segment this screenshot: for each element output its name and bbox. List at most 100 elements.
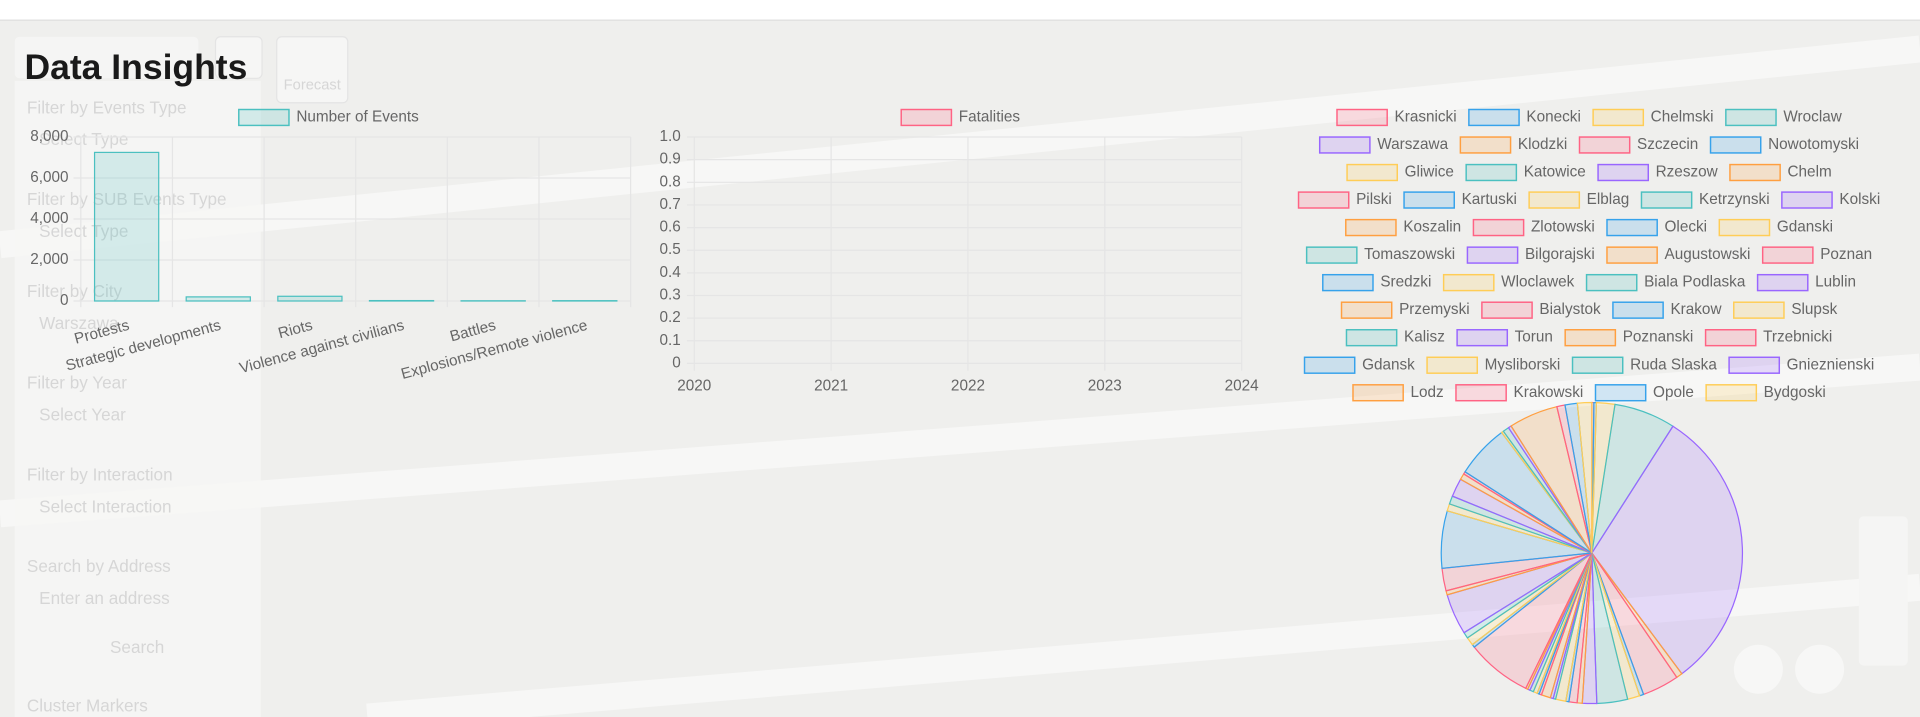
legend-swatch: [1612, 301, 1664, 319]
search-button[interactable]: Search: [110, 637, 164, 657]
toggle-button[interactable]: [214, 36, 263, 79]
legend-swatch: [1468, 108, 1520, 127]
legend-swatch: [1578, 136, 1631, 154]
legend-label-swatch: [900, 108, 953, 127]
map-controls[interactable]: [1858, 516, 1908, 666]
x-tick-label: 2020: [677, 378, 711, 395]
legend-swatch: [1456, 329, 1509, 347]
legend-swatch: [1340, 301, 1393, 319]
legend-label: Zlotowski: [1531, 219, 1595, 236]
y-tick-label: 2,000: [30, 251, 68, 268]
bar: [277, 295, 343, 302]
legend-label: Klodzki: [1518, 136, 1567, 153]
x-tick-label: 2024: [1225, 378, 1260, 395]
legend-label: Pilski: [1356, 191, 1392, 208]
forecast-button[interactable]: [276, 36, 349, 104]
legend-label: Szczecin: [1637, 136, 1698, 153]
legend-swatch: [1528, 191, 1581, 209]
legend-label: Gdansk: [1362, 356, 1415, 373]
legend-swatch: [1465, 163, 1518, 182]
y-tick-label: 0.3: [660, 287, 681, 304]
filter-input[interactable]: Select Type: [39, 129, 128, 149]
legend-label: Lublin: [1815, 274, 1856, 291]
legend-swatch: [1606, 246, 1658, 264]
legend-swatch: [1781, 191, 1833, 209]
legend-swatch: [1336, 108, 1388, 127]
legend-swatch: [1756, 273, 1809, 292]
legend-label: Slupsk: [1791, 301, 1837, 318]
legend-label: Chelm: [1787, 164, 1831, 181]
legend-label: Olecki: [1665, 219, 1708, 236]
legend-label: Trzebnicki: [1763, 329, 1832, 346]
filter-input[interactable]: Select Type: [39, 221, 128, 241]
legend-label: Gnieznienski: [1787, 356, 1875, 373]
legend-swatch: [1725, 108, 1777, 127]
legend-swatch: [1459, 136, 1512, 154]
legend-swatch: [1426, 356, 1478, 374]
forecast-label[interactable]: Forecast: [284, 78, 341, 94]
sidebar-header: [14, 36, 199, 79]
pie-slice: [1591, 425, 1744, 675]
legend-swatch: [1297, 191, 1350, 209]
zoom-out[interactable]: [1733, 644, 1783, 694]
legend-label: Warszawa: [1377, 136, 1448, 153]
legend-label: Koszalin: [1403, 219, 1461, 236]
y-tick-label: 0.7: [660, 196, 681, 213]
y-tick-label: 0.9: [660, 151, 681, 168]
legend-label: Przemyski: [1399, 301, 1470, 318]
legend-swatch: [1733, 301, 1785, 319]
legend-label: Ketrzynski: [1699, 191, 1770, 208]
legend-swatch: [1729, 163, 1781, 182]
legend-swatch: [1472, 218, 1525, 237]
legend-label: Wloclawek: [1501, 274, 1574, 291]
x-tick-label: 2022: [951, 378, 985, 395]
legend-swatch: [1352, 384, 1404, 402]
legend-label: Nowotomyski: [1768, 136, 1859, 153]
legend-label: Konecki: [1526, 109, 1580, 126]
sidebar-panel: [14, 80, 261, 717]
legend-swatch: [1761, 246, 1814, 264]
legend-swatch: [1705, 384, 1758, 402]
legend-label: Rzeszow: [1656, 164, 1719, 181]
legend-label: Poznan: [1820, 246, 1872, 263]
legend-label: Lodz: [1411, 384, 1444, 401]
legend-label: Chelmski: [1651, 109, 1714, 126]
filter-label: Filter by Events Type: [27, 97, 187, 117]
bar: [185, 296, 251, 302]
y-tick-label: 8,000: [30, 128, 68, 145]
legend-swatch: [1718, 218, 1771, 237]
legend-swatch: [1592, 108, 1645, 127]
legend-swatch: [1597, 163, 1650, 182]
top-bar: [0, 0, 1920, 20]
legend-swatch: [1345, 218, 1397, 237]
legend-label: Kalisz: [1404, 329, 1445, 346]
y-tick-label: 4,000: [30, 210, 68, 227]
zoom-in[interactable]: [1795, 644, 1845, 694]
legend-label: Tomaszowski: [1364, 246, 1455, 263]
filter-input[interactable]: Select Interaction: [39, 496, 171, 516]
legend-label: Sredzki: [1380, 274, 1431, 291]
x-tick-label: 2023: [1088, 378, 1122, 395]
legend-label: Fatalities: [959, 109, 1021, 126]
legend-label: Poznanski: [1623, 329, 1694, 346]
legend-swatch: [1594, 384, 1647, 402]
legend-label: Katowice: [1524, 164, 1586, 181]
filter-input[interactable]: Enter an address: [39, 588, 169, 608]
legend-label: Biala Podlaska: [1644, 274, 1746, 291]
filter-input[interactable]: Warszawa: [39, 313, 119, 333]
filter-label: Search by Address: [27, 556, 171, 576]
y-tick-label: 0.6: [660, 219, 681, 236]
legend-swatch: [1403, 191, 1455, 209]
bar: [93, 151, 160, 302]
legend-swatch: [1322, 273, 1374, 292]
y-tick-label: 1.0: [660, 128, 681, 145]
legend-swatch: [1640, 191, 1693, 209]
legend-label: Krakowski: [1514, 384, 1584, 401]
legend-label: Opole: [1653, 384, 1694, 401]
legend-label: Kolski: [1839, 191, 1880, 208]
filter-input[interactable]: Select Year: [39, 405, 126, 425]
legend-swatch: [1606, 218, 1658, 237]
